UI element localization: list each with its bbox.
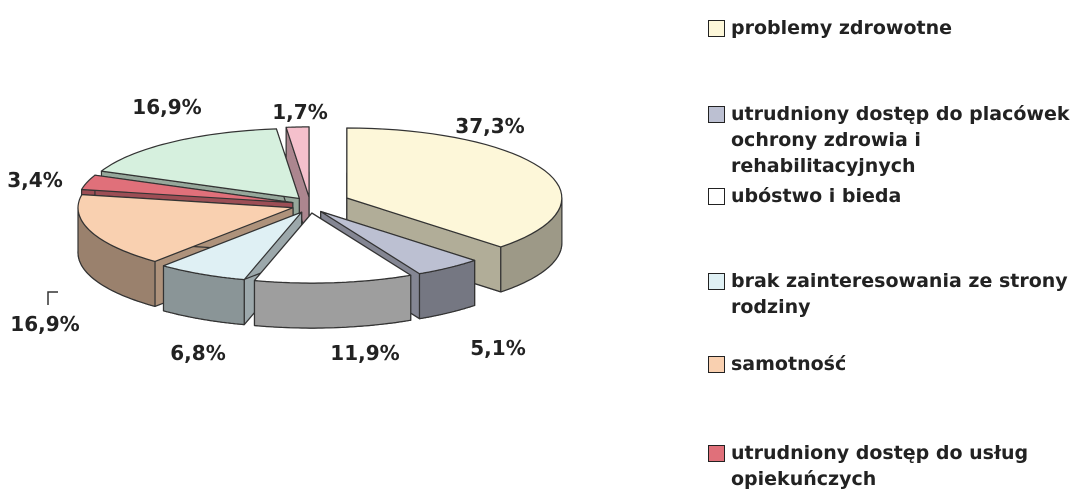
slice-top — [320, 210, 476, 275]
legend-label: samotność — [731, 353, 847, 375]
legend-swatch — [708, 445, 725, 462]
data-label: 16,9% — [132, 95, 201, 119]
legend-label: ubóstwo i bieda — [731, 185, 902, 207]
slice-top — [285, 126, 310, 198]
slice-top — [77, 194, 294, 262]
data-label: 1,7% — [272, 100, 327, 124]
legend-label: utrudniony dostęp do usług opiekuńczych — [731, 442, 1029, 490]
slice — [346, 127, 563, 293]
legend-item: samotność — [708, 351, 1078, 377]
slice-top — [162, 211, 303, 281]
data-label: 5,1% — [470, 336, 525, 360]
chart: 37,3% 5,1% 11,9% 6,8% 16,9% 3,4% 16,9% 1,7% — [7, 95, 563, 365]
data-label: 3,4% — [7, 168, 62, 192]
leader-line — [47, 291, 58, 305]
slice — [253, 212, 412, 329]
legend-swatch — [708, 356, 725, 373]
legend-swatch — [708, 20, 725, 37]
legend-swatch — [708, 106, 725, 123]
data-label: 37,3% — [455, 114, 524, 138]
legend-label: brak zainteresowania ze strony rodziny — [731, 270, 1068, 318]
legend-label: utrudniony dostęp do placówek ochrony zd… — [731, 103, 1070, 177]
data-label: 6,8% — [170, 341, 225, 365]
legend-item: problemy zdrowotne — [708, 15, 1078, 41]
legend-item: ubóstwo i bieda — [708, 183, 1078, 209]
legend-item: brak zainteresowania ze strony rodziny — [708, 268, 1078, 320]
legend-item: utrudniony dostęp do placówek ochrony zd… — [708, 101, 1078, 179]
legend-label: problemy zdrowotne — [731, 17, 953, 39]
data-label: 11,9% — [330, 341, 399, 365]
slice-top — [346, 127, 563, 248]
data-label: 16,9% — [10, 312, 79, 336]
slice-top — [81, 174, 294, 204]
legend-item: utrudniony dostęp do usług opiekuńczych — [708, 440, 1078, 492]
legend-swatch — [708, 273, 725, 290]
slice-top — [100, 128, 300, 200]
legend-swatch — [708, 188, 725, 205]
slice-top — [253, 212, 412, 284]
